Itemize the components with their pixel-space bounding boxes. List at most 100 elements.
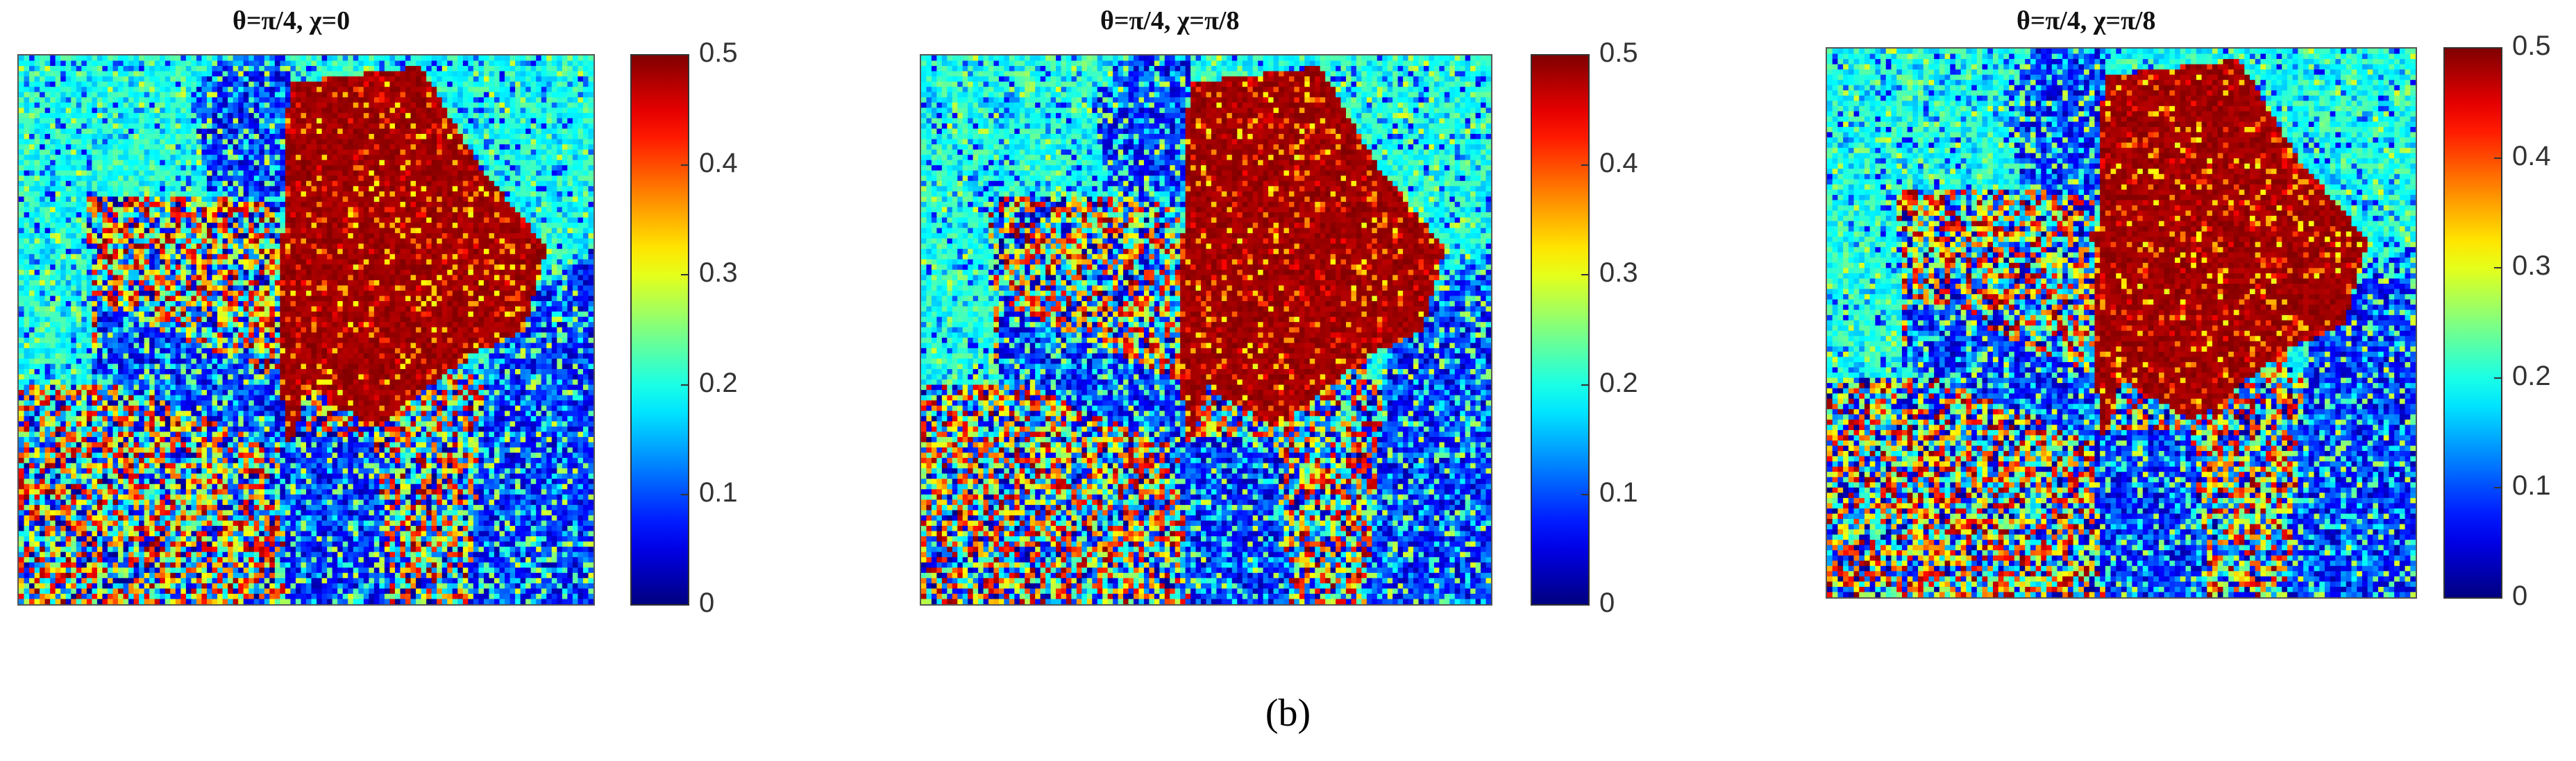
- heatmap-cell: [301, 118, 307, 124]
- heatmap-cell: [515, 139, 521, 145]
- heatmap-cell: [81, 191, 87, 197]
- heatmap-cell: [295, 180, 301, 187]
- heatmap-cell: [478, 139, 485, 145]
- heatmap-cell: [222, 55, 228, 62]
- heatmap-cell: [50, 212, 56, 219]
- heatmap-cell: [206, 238, 213, 244]
- heatmap-cell: [452, 108, 458, 114]
- heatmap-cell: [437, 223, 443, 229]
- heatmap-cell: [525, 102, 532, 108]
- heatmap-cell: [40, 238, 46, 244]
- heatmap-cell: [416, 102, 422, 108]
- heatmap-cell: [572, 108, 578, 114]
- heatmap-cell: [274, 223, 280, 229]
- heatmap-cell: [165, 196, 171, 203]
- heatmap-cell: [285, 280, 291, 286]
- heatmap-cell: [160, 228, 166, 234]
- heatmap-cell: [170, 176, 176, 182]
- heatmap-cell: [180, 180, 187, 187]
- heatmap-cell: [269, 186, 276, 192]
- heatmap-cell: [264, 285, 270, 291]
- heatmap-cell: [133, 228, 140, 234]
- heatmap-cell: [578, 280, 584, 286]
- heatmap-cell: [55, 149, 61, 155]
- heatmap-cell: [165, 217, 171, 223]
- heatmap-cell: [264, 66, 270, 72]
- heatmap-cell: [185, 144, 192, 151]
- heatmap-cell: [394, 275, 401, 281]
- heatmap-cell: [24, 275, 30, 281]
- heatmap-cell: [92, 55, 98, 62]
- heatmap-cell: [447, 128, 453, 135]
- heatmap-cell: [233, 280, 239, 286]
- heatmap-cell: [253, 139, 260, 145]
- heatmap-cell: [520, 97, 526, 103]
- heatmap-cell: [447, 196, 453, 203]
- heatmap-cell: [133, 223, 140, 229]
- heatmap-cell: [437, 165, 443, 171]
- heatmap-cell: [473, 139, 479, 145]
- heatmap-cell: [144, 269, 150, 275]
- heatmap-cell: [400, 134, 406, 140]
- heatmap-cell: [369, 55, 375, 62]
- heatmap-cell: [191, 228, 197, 234]
- heatmap-cell: [206, 285, 213, 291]
- heatmap-cell: [259, 112, 265, 119]
- heatmap-cell: [191, 217, 197, 223]
- heatmap-cell: [196, 191, 202, 197]
- heatmap-cell: [468, 149, 474, 155]
- heatmap-cell: [489, 55, 495, 62]
- heatmap-cell: [394, 97, 401, 103]
- heatmap-cell: [489, 275, 495, 281]
- heatmap-cell: [447, 97, 453, 103]
- heatmap-cell: [217, 139, 224, 145]
- heatmap-cell: [541, 55, 547, 62]
- heatmap-cell: [416, 212, 422, 219]
- heatmap-cell: [280, 269, 286, 275]
- heatmap-cell: [259, 207, 265, 213]
- heatmap-cell: [139, 180, 145, 187]
- heatmap-cell: [437, 228, 443, 234]
- heatmap-cell: [55, 207, 61, 213]
- heatmap-cell: [206, 196, 213, 203]
- heatmap-cell: [546, 254, 553, 260]
- heatmap-cell: [400, 196, 406, 203]
- heatmap-cell: [92, 291, 98, 297]
- heatmap-cell: [588, 207, 594, 213]
- heatmap-cell: [582, 180, 589, 187]
- heatmap-cell: [505, 248, 511, 255]
- heatmap-cell: [515, 176, 521, 182]
- heatmap-cell: [123, 71, 129, 77]
- heatmap-cell: [55, 228, 61, 234]
- heatmap-cell: [264, 186, 270, 192]
- heatmap-cell: [55, 186, 61, 192]
- heatmap-cell: [483, 201, 489, 207]
- heatmap-cell: [431, 254, 437, 260]
- heatmap-cell: [290, 285, 296, 291]
- heatmap-cell: [421, 228, 427, 234]
- heatmap-cell: [317, 170, 323, 176]
- heatmap-cell: [457, 186, 464, 192]
- heatmap-cell: [530, 259, 537, 265]
- heatmap-cell: [332, 155, 338, 161]
- heatmap-cell: [274, 97, 280, 103]
- heatmap-cell: [536, 134, 542, 140]
- heatmap-cell: [295, 201, 301, 207]
- heatmap-cell: [144, 176, 150, 182]
- heatmap-cell: [139, 259, 145, 265]
- heatmap-cell: [285, 60, 291, 67]
- heatmap-cell: [243, 112, 249, 119]
- heatmap-cell: [212, 285, 218, 291]
- heatmap-cell: [541, 176, 547, 182]
- heatmap-cell: [185, 191, 192, 197]
- heatmap-cell: [327, 254, 333, 260]
- heatmap-cell: [541, 223, 547, 229]
- heatmap-cell: [394, 248, 401, 255]
- heatmap-cell: [185, 248, 192, 255]
- heatmap-cell: [499, 243, 505, 250]
- heatmap-cell: [92, 254, 98, 260]
- heatmap-cell: [462, 228, 469, 234]
- heatmap-cell: [76, 170, 82, 176]
- heatmap-cell: [536, 108, 542, 114]
- heatmap-cell: [295, 66, 301, 72]
